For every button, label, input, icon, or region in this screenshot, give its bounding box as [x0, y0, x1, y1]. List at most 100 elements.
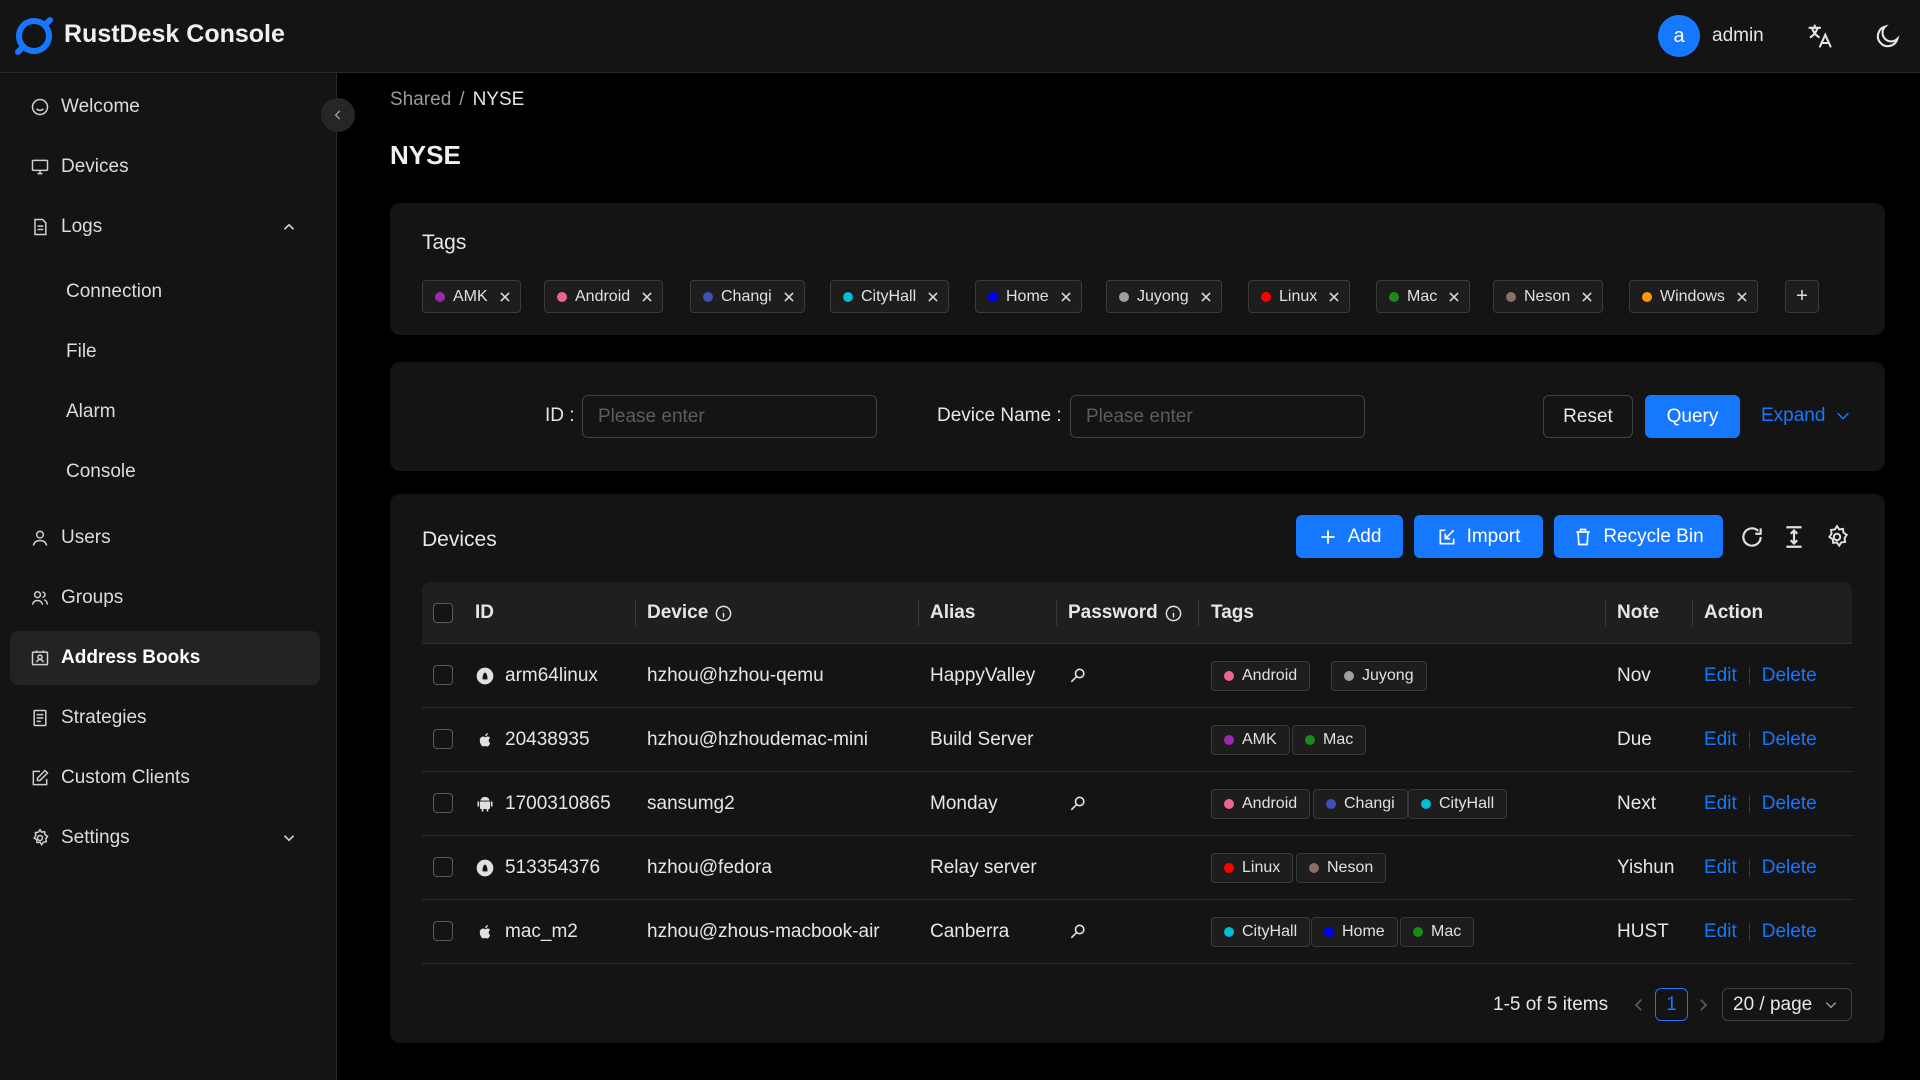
device-id[interactable]: mac_m2 — [505, 921, 578, 942]
tag-chip-amk[interactable]: AMK — [422, 280, 521, 313]
moon-icon[interactable] — [1874, 22, 1902, 50]
delete-link[interactable]: Delete — [1761, 793, 1817, 814]
sidebar-item-label: Console — [66, 461, 136, 482]
translate-icon[interactable] — [1806, 22, 1834, 50]
column-header-tags[interactable]: Tags — [1211, 602, 1254, 623]
expand-button[interactable]: Expand — [1761, 405, 1851, 427]
close-icon[interactable] — [926, 290, 940, 304]
query-button[interactable]: Query — [1645, 395, 1740, 438]
chevron-left-icon[interactable] — [1630, 996, 1648, 1014]
page-size-select[interactable]: 20 / page — [1722, 988, 1852, 1021]
close-icon[interactable] — [1327, 290, 1341, 304]
sidebar-item-devices[interactable]: Devices — [10, 140, 320, 194]
device-name: sansumg2 — [647, 793, 735, 814]
row-checkbox[interactable] — [433, 857, 453, 877]
key-icon[interactable] — [1068, 922, 1088, 942]
tag-chip-changi[interactable]: Changi — [690, 280, 805, 313]
sidebar-item-connection[interactable]: Connection — [10, 265, 320, 319]
edit-link[interactable]: Edit — [1704, 793, 1737, 814]
breadcrumb: Shared / NYSE — [390, 89, 524, 111]
tag-chip-android[interactable]: Android — [544, 280, 664, 313]
edit-link[interactable]: Edit — [1704, 857, 1737, 878]
row-tag-linux: Linux — [1211, 853, 1294, 883]
add-device-button[interactable]: Add — [1296, 515, 1403, 558]
row-checkbox[interactable] — [433, 665, 453, 685]
sidebar-item-strategies[interactable]: Strategies — [10, 691, 320, 745]
column-height-icon[interactable] — [1781, 524, 1807, 550]
table-row: arm64linux hzhou@hzhou-qemu HappyValley And… — [422, 644, 1852, 708]
tag-chip-windows[interactable]: Windows — [1629, 280, 1758, 313]
sidebar-collapse-button[interactable] — [321, 98, 355, 132]
sidebar-item-console[interactable]: Console — [10, 445, 320, 499]
close-icon[interactable] — [1059, 290, 1073, 304]
tag-chip-linux[interactable]: Linux — [1248, 280, 1351, 313]
reload-icon[interactable] — [1739, 524, 1765, 550]
device-id[interactable]: 513354376 — [505, 857, 601, 878]
device-id[interactable]: arm64linux — [505, 665, 598, 686]
tag-color-dot — [1326, 799, 1336, 809]
close-icon[interactable] — [1580, 290, 1594, 304]
edit-link[interactable]: Edit — [1704, 729, 1737, 750]
sidebar-item-label: Address Books — [61, 647, 201, 668]
import-button[interactable]: Import — [1414, 515, 1543, 558]
tag-chip-juyong[interactable]: Juyong — [1106, 280, 1222, 313]
close-icon[interactable] — [1199, 290, 1213, 304]
tag-chip-home[interactable]: Home — [975, 280, 1082, 313]
breadcrumb-parent[interactable]: Shared — [390, 89, 452, 110]
key-icon[interactable] — [1068, 794, 1088, 814]
file-icon — [34, 218, 47, 236]
pagination-page[interactable]: 1 — [1655, 988, 1688, 1021]
delete-link[interactable]: Delete — [1761, 665, 1817, 686]
close-icon[interactable] — [1735, 290, 1749, 304]
edit-link[interactable]: Edit — [1704, 665, 1737, 686]
username[interactable]: admin — [1712, 25, 1764, 46]
row-tag-android: Android — [1211, 789, 1311, 819]
device-id[interactable]: 20438935 — [505, 729, 590, 750]
device-name: hzhou@hzhou-qemu — [647, 665, 824, 686]
close-icon[interactable] — [1447, 290, 1461, 304]
sidebar-item-welcome[interactable]: Welcome — [10, 80, 320, 134]
tag-chip-cityhall[interactable]: CityHall — [830, 280, 950, 313]
device-name-filter-input[interactable] — [1070, 395, 1365, 438]
device-id[interactable]: 1700310865 — [505, 793, 611, 814]
sidebar-item-settings[interactable]: Settings — [10, 811, 320, 865]
delete-link[interactable]: Delete — [1761, 857, 1817, 878]
action-divider — [1748, 923, 1750, 941]
reset-button[interactable]: Reset — [1543, 395, 1633, 438]
id-filter-input[interactable] — [582, 395, 877, 438]
column-header-alias[interactable]: Alias — [930, 602, 976, 623]
column-header-note[interactable]: Note — [1617, 602, 1660, 623]
device-alias: Relay server — [930, 857, 1037, 878]
sidebar-item-file[interactable]: File — [10, 325, 320, 379]
avatar[interactable]: a — [1658, 15, 1700, 57]
row-checkbox[interactable] — [433, 793, 453, 813]
sidebar-item-custom-clients[interactable]: Custom Clients — [10, 751, 320, 805]
chevron-right-icon[interactable] — [1694, 996, 1712, 1014]
key-icon[interactable] — [1068, 666, 1088, 686]
edit-link[interactable]: Edit — [1704, 921, 1737, 942]
sidebar-item-label: Groups — [61, 587, 124, 608]
row-checkbox[interactable] — [433, 729, 453, 749]
delete-link[interactable]: Delete — [1761, 729, 1817, 750]
recycle-bin-button[interactable]: Recycle Bin — [1554, 515, 1723, 558]
close-icon[interactable] — [640, 290, 654, 304]
column-header-id[interactable]: ID — [475, 602, 494, 623]
chevron-down-icon — [1826, 1001, 1837, 1008]
tag-chip-neson[interactable]: Neson — [1493, 280, 1604, 313]
select-all-checkbox[interactable] — [433, 603, 453, 623]
sidebar-item-groups[interactable]: Groups — [10, 571, 320, 625]
column-header-password[interactable]: Password — [1068, 602, 1183, 624]
row-checkbox[interactable] — [433, 921, 453, 941]
close-icon[interactable] — [498, 290, 512, 304]
add-tag-button[interactable]: + — [1785, 280, 1819, 313]
setting-icon[interactable] — [1824, 524, 1850, 550]
tag-chip-mac[interactable]: Mac — [1376, 280, 1471, 313]
smile-icon — [31, 98, 49, 116]
column-header-device[interactable]: Device — [647, 602, 733, 624]
sidebar-item-logs[interactable]: Logs — [10, 200, 320, 254]
sidebar-item-address-books[interactable]: Address Books — [10, 631, 320, 685]
delete-link[interactable]: Delete — [1761, 921, 1817, 942]
sidebar-item-alarm[interactable]: Alarm — [10, 385, 320, 439]
close-icon[interactable] — [782, 290, 796, 304]
sidebar-item-users[interactable]: Users — [10, 511, 320, 565]
